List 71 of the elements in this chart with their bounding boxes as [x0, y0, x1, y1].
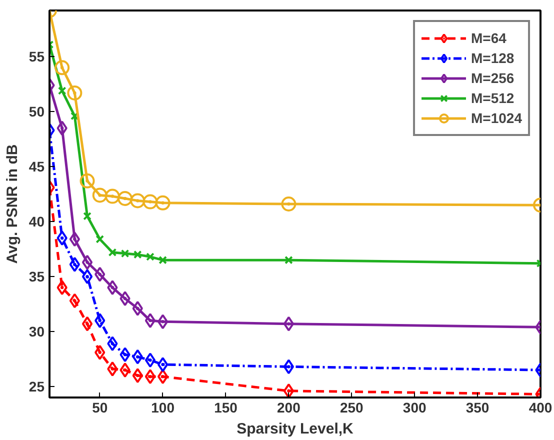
x-tick-label: 300 [402, 400, 426, 416]
point [69, 232, 80, 247]
y-tick-label: 55 [28, 48, 45, 65]
y-tick-label: 25 [28, 378, 45, 395]
point [92, 188, 108, 203]
y-tick-label: 35 [28, 268, 45, 285]
point [67, 85, 82, 100]
point [132, 300, 143, 316]
point [107, 361, 118, 376]
point [82, 254, 93, 270]
y-axis-title: Avg. PSNR in dB [4, 144, 21, 264]
point [144, 313, 156, 328]
point [283, 383, 294, 398]
x-tick-label: 200 [277, 400, 301, 416]
point [56, 120, 68, 136]
point [130, 193, 146, 208]
x-tick-label: 150 [214, 400, 238, 416]
point [94, 344, 106, 360]
legend-label: M=512 [471, 90, 514, 106]
point [157, 357, 168, 372]
point [107, 280, 118, 296]
point [158, 256, 167, 264]
point [155, 195, 170, 210]
y-tick-label: 45 [28, 158, 45, 175]
point [120, 362, 130, 378]
point [283, 359, 294, 374]
point [132, 368, 143, 384]
point [157, 369, 168, 384]
point [69, 293, 80, 308]
x-tick-label: 100 [151, 400, 175, 416]
point [284, 256, 293, 264]
point [144, 352, 156, 368]
y-tick-label: 50 [28, 104, 45, 120]
point [104, 188, 120, 204]
point [132, 349, 143, 364]
point [94, 266, 106, 282]
y-tick-label: 30 [28, 324, 45, 340]
y-tick-label: 40 [28, 214, 45, 230]
x-tick-label: 250 [340, 400, 364, 416]
point [281, 196, 296, 212]
point [120, 291, 130, 306]
point [82, 269, 93, 284]
point [146, 252, 154, 261]
point [142, 194, 158, 210]
point [120, 347, 130, 362]
point [94, 313, 106, 328]
point [58, 86, 66, 95]
point [83, 212, 92, 220]
legend-label: M=1024 [471, 110, 522, 126]
x-tick-label: 50 [92, 400, 108, 416]
legend-label: M=256 [471, 70, 514, 86]
point [283, 316, 294, 332]
legend-label: M=128 [471, 50, 514, 66]
point [96, 235, 104, 244]
x-tick-label: 400 [528, 400, 552, 416]
point [118, 191, 133, 206]
legend-label: M=64 [471, 30, 506, 46]
x-tick-label: 350 [466, 400, 490, 416]
point [108, 248, 117, 257]
point [54, 60, 70, 76]
point [144, 369, 156, 384]
point [69, 256, 80, 272]
point [56, 230, 68, 246]
point [107, 336, 118, 352]
point [56, 280, 68, 296]
point [82, 316, 93, 332]
x-axis-title: Sparsity Level,K [236, 420, 354, 438]
point [120, 249, 130, 258]
point [133, 250, 142, 259]
point [157, 314, 168, 330]
point [80, 173, 95, 188]
